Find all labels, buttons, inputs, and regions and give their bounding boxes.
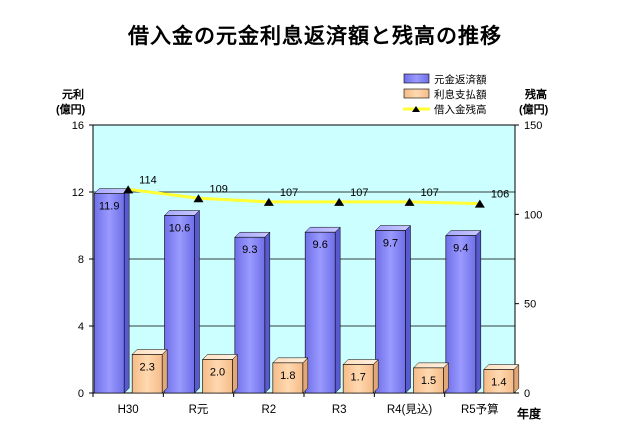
bar-label-1-2: 1.8 [280,370,295,382]
x-tick-label-4: R4(見込) [387,403,433,416]
y-left-tick-label-1: 4 [78,321,84,333]
bars: 11.9 10.6 9.3 9.6 9.7 9.4 2.3 2.0 1.8 1.7 1.5 1.4 [93,188,520,394]
bar-side-0-5 [475,229,482,394]
bar-1-0 [131,354,163,394]
x-tick-label-2: R2 [261,404,276,416]
y-right-label-line2: (億円) [519,102,549,116]
legend: 元金返済額 利息支払額 借入金残高 [403,73,487,116]
legend-label-interest: 利息支払額 [434,88,487,101]
bar-side-0-3 [334,226,341,394]
balance-label-0: 114 [139,174,157,186]
y-left-label-line1: 元利 [62,87,84,101]
x-tick-label-5: R5予算 [461,402,499,416]
chart-title: 借入金の元金利息返済額と残高の推移 [128,24,502,48]
gridlines [93,191,515,327]
bar-1-3 [342,364,374,394]
bar-top-0-5 [445,230,482,236]
balance-marker-3 [334,197,345,206]
balance-label-2: 107 [280,187,298,199]
bar-top-0-3 [304,226,341,233]
y-right-tick-label-2: 100 [524,209,542,221]
balance-label-5: 106 [491,189,509,201]
bar-side-0-1 [194,209,200,394]
bar-side-1-0 [161,348,168,394]
y-left-tick-label-0: 0 [78,388,84,400]
bar-label-0-0: 11.9 [99,201,120,213]
balance-marker-0 [123,185,134,194]
line-series: 114 109 107 107 107 106 [123,174,509,208]
bar-label-1-3: 1.7 [351,372,366,384]
y-left-tick-label-2: 8 [78,254,84,266]
bar-0-0 [93,193,125,394]
y-left-tick-label-4: 16 [72,120,84,132]
bar-0-5 [445,235,477,394]
bar-side-0-0 [123,188,130,394]
bar-label-0-2: 9.3 [242,244,257,256]
bar-label-0-5: 9.4 [453,243,468,255]
bar-label-1-1: 2.0 [210,367,225,379]
axes-labels: 0 4 8 12 16 0 50 100 150 H30 R元 R2 R3 R4(見込) R5予算 [72,120,543,416]
balance-marker-5 [474,199,485,208]
legend-label-principal: 元金返済額 [434,73,487,86]
bar-side-1-1 [232,353,238,394]
bar-label-0-1: 10.6 [169,222,190,234]
bar-0-4 [375,230,406,394]
bar-1-2 [272,362,304,394]
y-right-tick-label-3: 150 [524,120,542,132]
bar-label-1-5: 1.4 [491,377,506,389]
balance-label-3: 107 [350,187,368,199]
bar-side-0-4 [405,224,411,394]
legend-swatch-principal [403,73,430,84]
y-left-label-line2: (億円) [56,102,86,116]
y-left-tick-label-3: 12 [72,187,84,199]
y-right-tick-label-0: 0 [524,388,530,400]
balance-marker-2 [263,197,274,206]
bar-0-2 [234,236,266,394]
x-tick-label-1: R元 [189,404,209,416]
bar-label-0-4: 9.7 [383,238,398,250]
x-axis-label: 年度 [517,406,542,421]
balance-marker-1 [193,194,204,203]
bar-top-1-4 [412,362,450,369]
bar-side-0-2 [264,231,271,394]
y-right-tick-label-1: 50 [524,299,536,311]
bar-top-0-2 [234,231,271,238]
balance-label-4: 107 [421,187,439,199]
bar-top-1-5 [483,364,520,370]
bar-0-3 [304,231,336,394]
bar-0-1 [164,215,195,394]
bar-label-0-3: 9.6 [313,239,328,251]
bar-top-1-3 [342,359,379,365]
x-tick-label-0: H30 [118,404,139,416]
balance-label-1: 109 [210,183,228,195]
bar-top-1-1 [201,354,239,360]
bar-top-1-2 [272,357,309,364]
bar-top-1-0 [131,349,168,355]
bar-top-0-1 [163,210,201,216]
bar-1-5 [483,369,515,394]
bar-1-4 [413,367,444,394]
legend-label-balance: 借入金残高 [434,103,487,116]
bar-top-0-4 [374,225,412,231]
legend-marker-balance [412,106,420,112]
balance-line [127,187,480,206]
y-right-label-line1: 残高 [525,87,547,101]
bar-side-1-2 [302,357,309,394]
balance-marker-4 [404,197,415,206]
x-tick-label-3: R3 [332,404,347,416]
legend-swatch-interest [403,88,430,99]
bar-label-1-0: 2.3 [140,361,155,373]
bar-label-1-4: 1.5 [421,375,436,387]
bar-1-1 [202,359,233,394]
bar-side-1-3 [372,358,379,394]
